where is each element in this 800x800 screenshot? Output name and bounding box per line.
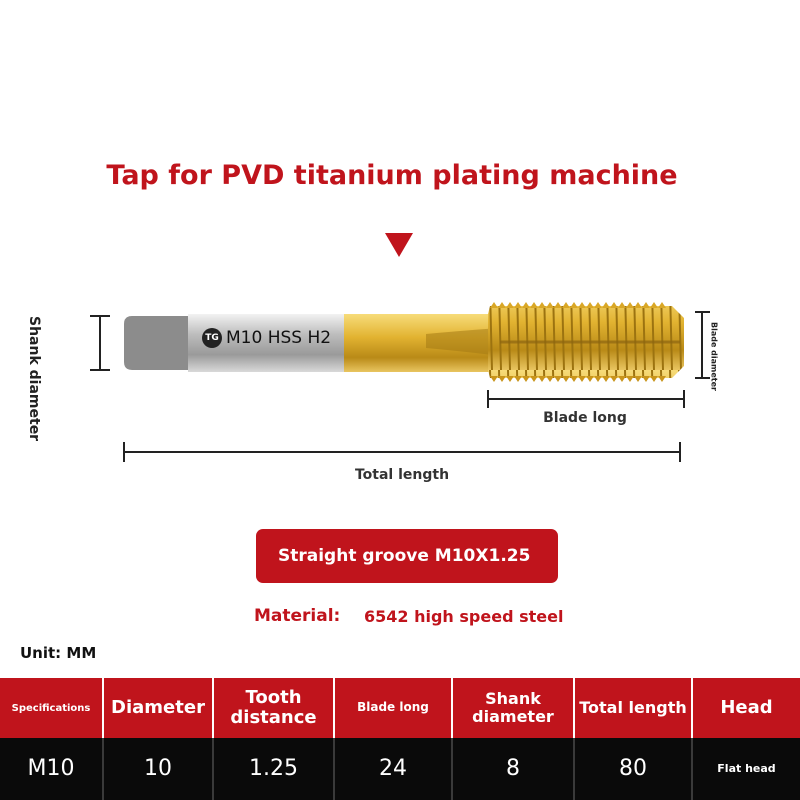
cell-blade-long: 24 [333,738,451,800]
header-head: Head [691,678,800,738]
unit-label: Unit: MM [20,644,97,662]
shank-diameter-label: Shank diameter [26,316,43,442]
header-tooth-distance: Tooth distance [212,678,333,738]
shank-diameter-bracket [90,315,110,371]
header-diameter: Diameter [102,678,212,738]
blade-diameter-label: Blade diameter [709,322,719,391]
cell-shank-diameter: 8 [451,738,573,800]
cell-diameter: 10 [102,738,212,800]
cell-specifications: M10 [27,755,75,781]
blade-diameter-bracket [695,311,710,379]
tool-marking: M10 HSS H2 [226,328,332,348]
tap-illustration [90,302,710,462]
tg-logo-icon: TG [202,328,222,348]
header-shank-diameter: Shank diameter [451,678,573,738]
blade-long-dimension [487,390,685,408]
material-value: 6542 high speed steel [364,607,564,626]
cell-head: Flat head [691,738,800,800]
header-blade-long: Blade long [333,678,451,738]
down-arrow-icon [385,233,413,257]
table-header-row: Specifications Diameter Tooth distance B… [0,678,800,738]
table-row: M10 10 1.25 24 8 80 Flat head [0,738,800,800]
total-length-label: Total length [354,467,450,483]
thread-crests-bottom [490,376,666,382]
material-label: Material: [254,606,341,626]
spec-table: Specifications Diameter Tooth distance B… [0,678,800,800]
groove-badge: Straight groove M10X1.25 [256,529,558,583]
cell-tooth-distance: 1.25 [212,738,333,800]
blade-long-label: Blade long [543,410,627,426]
shank-end [124,316,194,370]
flute-groove [426,328,500,356]
header-total-length: Total length [573,678,691,738]
cell-total-length: 80 [573,738,691,800]
page-title: Tap for PVD titanium plating machine [106,160,678,191]
header-specifications: Specifications [11,702,91,714]
thread-crests-top [490,302,666,308]
total-length-dimension [123,442,681,462]
